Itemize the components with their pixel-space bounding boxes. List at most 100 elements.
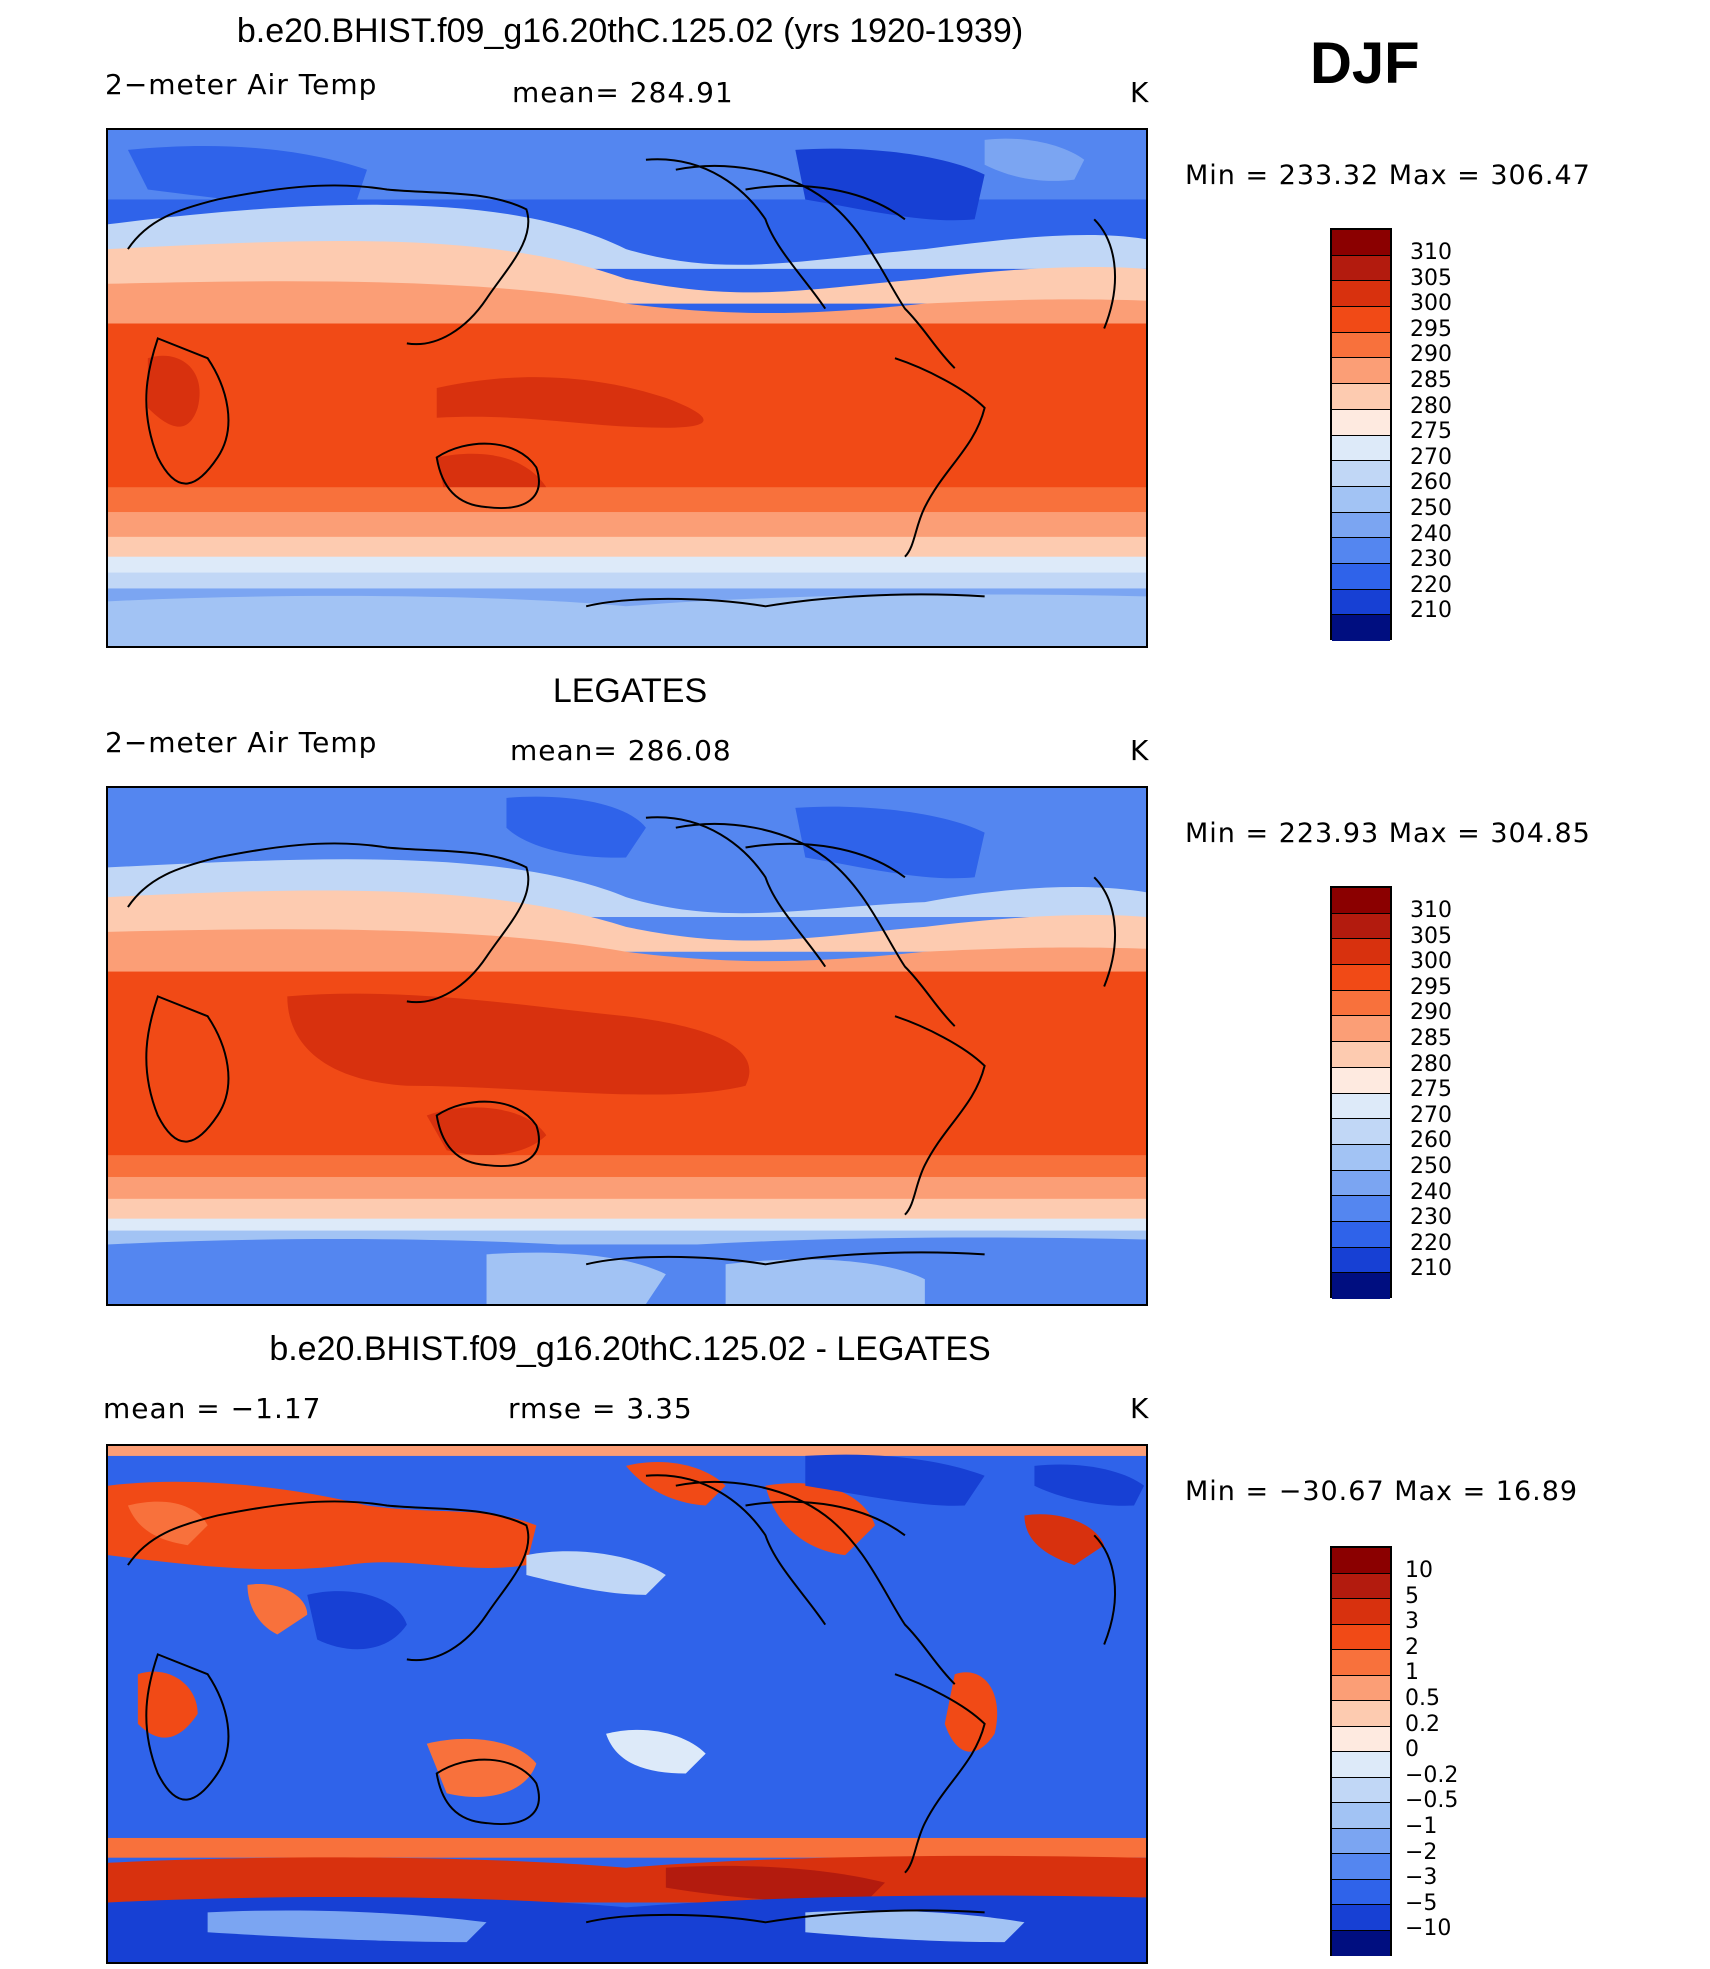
panel2-colorbar-cell [1332,1016,1390,1043]
colorbar-tick: 290 [1410,1000,1452,1026]
colorbar-tick: 5 [1405,1583,1419,1609]
panel2-minmax: Min = 223.93 Max = 304.85 [1185,818,1591,849]
panel3-colorbar-cell [1332,1548,1390,1574]
panel3-colorbar-cell [1332,1675,1390,1701]
panel2-colorbar-cell [1332,1247,1390,1274]
panel3-colorbar-cell [1332,1854,1390,1880]
panel2-colorbar-cell [1332,913,1390,940]
colorbar-tick: 0.5 [1405,1685,1440,1711]
panel3-rmse-label: rmse = 3.35 [508,1392,693,1425]
colorbar-tick: 270 [1410,1102,1452,1128]
panel1-map [106,128,1148,648]
panel3-minmax: Min = −30.67 Max = 16.89 [1185,1476,1579,1507]
panel1-colorbar [1330,228,1392,641]
panel2-colorbar-cell [1332,1221,1390,1248]
panel3-colorbar-cell [1332,1777,1390,1803]
colorbar-tick: 280 [1410,393,1452,419]
panel1-mean-label: mean= 284.91 [512,76,734,109]
colorbar-tick: 295 [1410,316,1452,342]
colorbar-tick: 310 [1410,240,1452,265]
panel2-colorbar-cell [1332,1144,1390,1171]
panel3-colorbar-cell [1332,1701,1390,1727]
panel3-colorbar-cell [1332,1650,1390,1676]
panel3-colorbar-cell [1332,1803,1390,1829]
panel3-colorbar-cell [1332,1752,1390,1778]
season-label: DJF [1310,31,1420,96]
colorbar-tick: 270 [1410,444,1452,470]
panel3-units: K [1130,1392,1150,1425]
colorbar-tick: 300 [1410,291,1452,317]
colorbar-tick: 2 [1405,1634,1419,1660]
colorbar-tick: −1 [1405,1813,1438,1839]
colorbar-tick: 0 [1405,1737,1419,1763]
panel1-colorbar-ticks: 310 305 300 295 290 285 280 275 270 260 … [1410,240,1452,624]
colorbar-tick: 285 [1410,1025,1452,1051]
panel3-colorbar-ticks: 10 5 3 2 1 0.5 0.2 0 −0.2 −0.5 −1 −2 −3 … [1405,1558,1458,1942]
colorbar-tick: 1 [1405,1660,1419,1686]
panel3-colorbar-cell [1332,1879,1390,1905]
panel2-colorbar-cell [1332,1093,1390,1120]
panel1-colorbar-cell [1332,589,1390,616]
panel1-colorbar-cell [1332,332,1390,359]
panel1-colorbar-cell [1332,384,1390,410]
colorbar-tick: 305 [1410,265,1452,291]
panel2-colorbar [1330,886,1392,1299]
panel1-colorbar-cell [1332,512,1390,539]
panel1-colorbar-cell [1332,255,1390,282]
colorbar-tick: −3 [1405,1865,1438,1891]
colorbar-tick: 260 [1410,1128,1452,1154]
colorbar-tick: 250 [1410,495,1452,521]
panel2-mean-label: mean= 286.08 [510,734,732,767]
colorbar-tick: −0.5 [1405,1788,1459,1814]
panel1-title: b.e20.BHIST.f09_g16.20thC.125.02 (yrs 19… [236,12,1024,50]
panel2-colorbar-cell [1332,1119,1390,1145]
panel2-variable-label: 2−meter Air Temp [105,726,378,759]
panel2-colorbar-cell [1332,888,1390,914]
panel1-colorbar-cell [1332,307,1390,333]
panel3-colorbar-cell [1332,1905,1390,1931]
colorbar-tick: 210 [1410,598,1452,624]
colorbar-tick: 290 [1410,342,1452,368]
panel2-colorbar-cell [1332,1196,1390,1222]
colorbar-tick: 310 [1410,898,1452,923]
panel2-map [106,786,1148,1306]
colorbar-tick: 240 [1410,521,1452,547]
colorbar-tick: −10 [1405,1916,1452,1942]
panel2-colorbar-cell [1332,1042,1390,1068]
colorbar-tick: 260 [1410,470,1452,496]
colorbar-tick: 305 [1410,923,1452,949]
colorbar-tick: 230 [1410,1205,1452,1231]
panel2-colorbar-cell [1332,1273,1390,1299]
panel3-colorbar [1330,1546,1392,1956]
colorbar-tick: −5 [1405,1890,1438,1916]
colorbar-tick: 220 [1410,1230,1452,1256]
colorbar-tick: 3 [1405,1609,1419,1635]
colorbar-tick: 285 [1410,367,1452,393]
panel1-minmax: Min = 233.32 Max = 306.47 [1185,160,1591,191]
colorbar-tick: 230 [1410,547,1452,573]
panel3-mean-label: mean = −1.17 [103,1392,322,1425]
panel1-colorbar-cell [1332,615,1390,641]
panel3-map [106,1444,1148,1964]
colorbar-tick: 0.2 [1405,1711,1440,1737]
panel2-units: K [1130,734,1150,767]
panel1-colorbar-cell [1332,461,1390,487]
colorbar-tick: 280 [1410,1051,1452,1077]
colorbar-tick: 250 [1410,1153,1452,1179]
panel2-colorbar-ticks: 310 305 300 295 290 285 280 275 270 260 … [1410,898,1452,1282]
panel1-units: K [1130,76,1150,109]
panel2-colorbar-cell [1332,965,1390,991]
panel3-colorbar-cell [1332,1828,1390,1854]
panel1-colorbar-cell [1332,563,1390,590]
panel1-colorbar-cell [1332,230,1390,256]
panel1-colorbar-cell [1332,435,1390,462]
panel2-colorbar-cell [1332,939,1390,966]
panel2-colorbar-cell [1332,1067,1390,1094]
colorbar-tick: 295 [1410,974,1452,1000]
panel1-colorbar-cell [1332,358,1390,385]
colorbar-tick: 10 [1405,1558,1433,1583]
panel1-variable-label: 2−meter Air Temp [105,68,378,101]
colorbar-tick: −0.2 [1405,1762,1459,1788]
panel1-colorbar-cell [1332,538,1390,564]
panel3-colorbar-cell [1332,1599,1390,1625]
